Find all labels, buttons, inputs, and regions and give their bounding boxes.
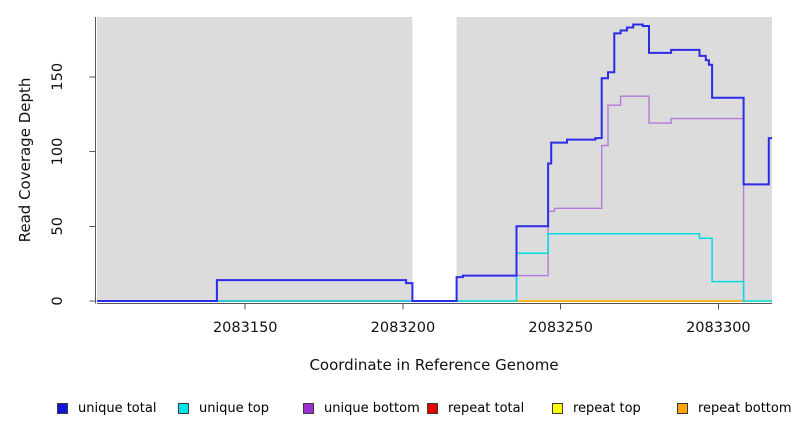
x-tick-label: 2083300 — [686, 320, 751, 336]
legend-item-unique-total: unique total — [57, 397, 156, 419]
x-tick-label: 2083200 — [371, 320, 436, 336]
y-tick-label: 0 — [50, 296, 66, 305]
series-line-unique-total — [97, 23, 772, 302]
legend-item-repeat-total: repeat total — [427, 397, 524, 419]
y-tick-label: 150 — [50, 63, 66, 91]
coverage-plot: 2083150 2083200 2083250 2083300 0 50 100 150 Co… — [16, 17, 772, 374]
legend-swatch-unique-top — [178, 402, 189, 414]
legend-label-unique-bottom: unique bottom — [324, 400, 420, 416]
legend-item-repeat-top: repeat top — [552, 397, 641, 419]
series-lines — [97, 23, 772, 302]
legend-swatch-repeat-bottom — [677, 402, 688, 414]
axes: 2083150 2083200 2083250 2083300 0 50 100 150 — [50, 17, 772, 336]
y-axis-title: Read Coverage Depth — [16, 78, 34, 243]
legend-item-unique-bottom: unique bottom — [303, 397, 420, 419]
x-tick-label: 2083150 — [213, 320, 278, 336]
x-axis-title: Coordinate in Reference Genome — [309, 356, 558, 374]
legend-swatch-unique-bottom — [303, 402, 314, 414]
legend-label-unique-total: unique total — [78, 400, 157, 416]
legend-label-repeat-top: repeat top — [573, 400, 641, 416]
legend-item-repeat-bottom: repeat bottom — [677, 397, 792, 419]
legend-label-unique-top: unique top — [199, 400, 270, 416]
masked-region — [412, 17, 457, 302]
legend-swatch-repeat-total — [427, 402, 438, 414]
chart-legend: unique total unique top unique bottom repea… — [0, 397, 792, 421]
series-line-unique-bottom — [97, 95, 745, 302]
y-tick-label: 100 — [50, 138, 66, 166]
legend-swatch-repeat-top — [552, 402, 563, 414]
legend-label-repeat-bottom: repeat bottom — [698, 400, 792, 416]
legend-swatch-unique-total — [57, 402, 68, 414]
x-tick-label: 2083250 — [528, 320, 593, 336]
legend-label-repeat-total: repeat total — [448, 400, 525, 416]
legend-item-unique-top: unique top — [178, 397, 269, 419]
y-tick-label: 50 — [50, 217, 66, 235]
